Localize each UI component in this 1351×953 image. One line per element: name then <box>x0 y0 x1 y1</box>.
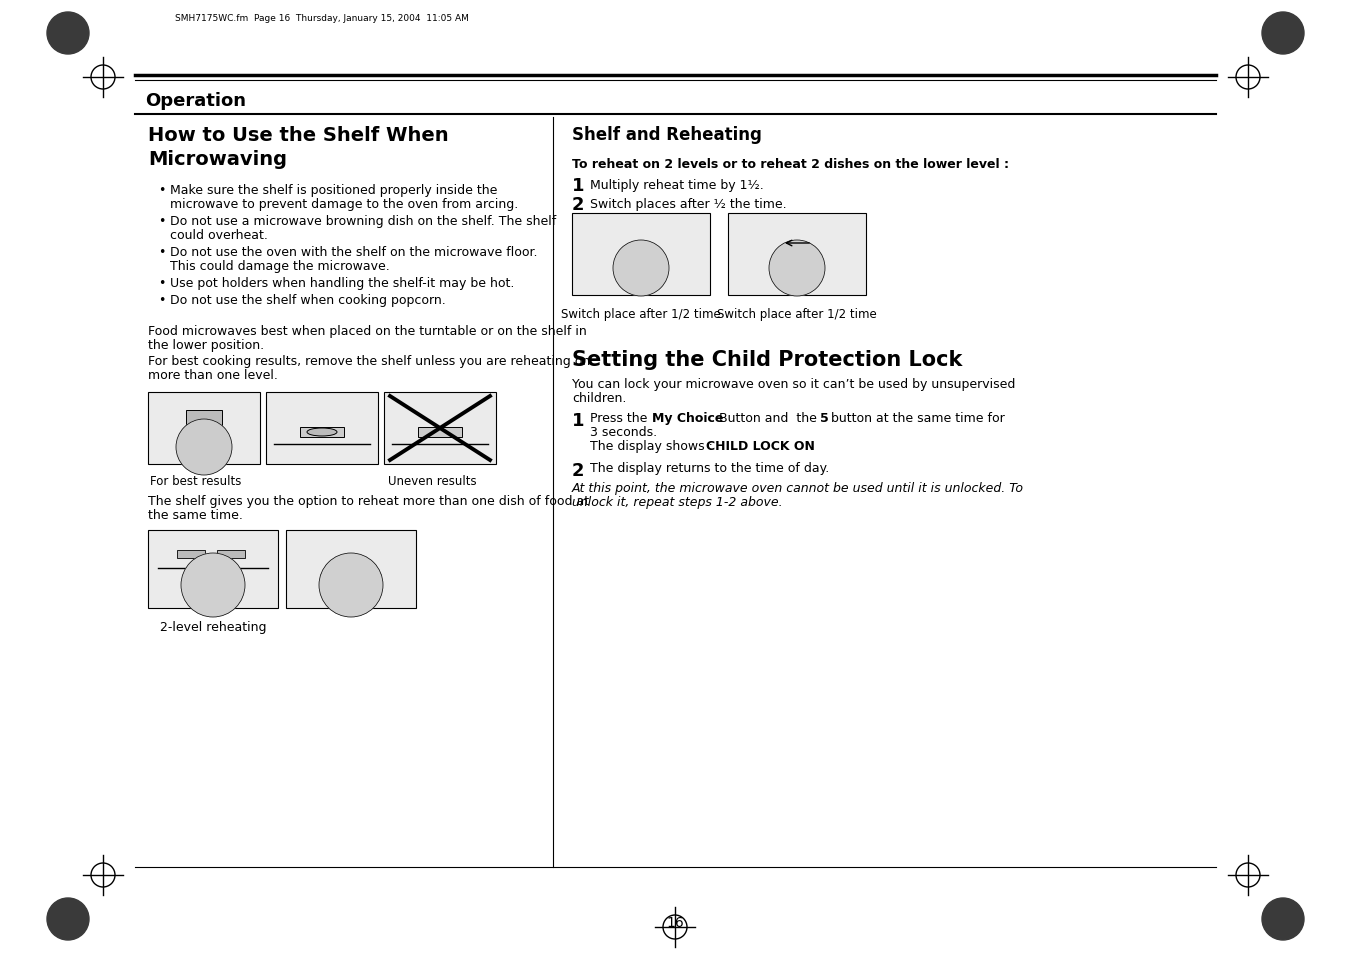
Text: •: • <box>158 294 165 307</box>
Text: Button and  the: Button and the <box>715 412 821 424</box>
Text: Multiply reheat time by 1½.: Multiply reheat time by 1½. <box>590 179 763 192</box>
Text: •: • <box>158 214 165 228</box>
Text: unlock it, repeat steps 1-2 above.: unlock it, repeat steps 1-2 above. <box>571 496 782 509</box>
Text: This could damage the microwave.: This could damage the microwave. <box>170 260 389 273</box>
Text: How to Use the Shelf When: How to Use the Shelf When <box>149 126 449 145</box>
Text: 2: 2 <box>571 195 585 213</box>
Text: 2-level reheating: 2-level reheating <box>159 620 266 634</box>
Text: Do not use the oven with the shelf on the microwave floor.: Do not use the oven with the shelf on th… <box>170 246 538 258</box>
Text: To reheat on 2 levels or to reheat 2 dishes on the lower level :: To reheat on 2 levels or to reheat 2 dis… <box>571 158 1009 171</box>
Text: Food microwaves best when placed on the turntable or on the shelf in: Food microwaves best when placed on the … <box>149 325 586 337</box>
FancyBboxPatch shape <box>266 393 378 464</box>
FancyBboxPatch shape <box>300 428 345 437</box>
Text: 1: 1 <box>571 412 585 430</box>
Text: Uneven results: Uneven results <box>388 475 477 488</box>
Text: The display shows :: The display shows : <box>590 439 717 453</box>
Text: Operation: Operation <box>145 91 246 110</box>
Text: microwave to prevent damage to the oven from arcing.: microwave to prevent damage to the oven … <box>170 198 519 211</box>
FancyBboxPatch shape <box>728 213 866 295</box>
Circle shape <box>181 554 245 618</box>
Text: Do not use the shelf when cooking popcorn.: Do not use the shelf when cooking popcor… <box>170 294 446 307</box>
Text: more than one level.: more than one level. <box>149 369 278 381</box>
FancyBboxPatch shape <box>218 551 245 558</box>
Ellipse shape <box>307 429 336 436</box>
Text: the same time.: the same time. <box>149 509 243 521</box>
Circle shape <box>769 241 825 296</box>
Text: Do not use a microwave browning dish on the shelf. The shelf: Do not use a microwave browning dish on … <box>170 214 557 228</box>
Text: 3 seconds.: 3 seconds. <box>590 426 657 438</box>
Text: Use pot holders when handling the shelf-it may be hot.: Use pot holders when handling the shelf-… <box>170 276 515 290</box>
Text: •: • <box>158 184 165 196</box>
Text: At this point, the microwave oven cannot be used until it is unlocked. To: At this point, the microwave oven cannot… <box>571 481 1024 495</box>
Text: •: • <box>158 246 165 258</box>
FancyBboxPatch shape <box>384 393 496 464</box>
Text: Shelf and Reheating: Shelf and Reheating <box>571 126 762 144</box>
Ellipse shape <box>620 254 662 269</box>
Text: Microwaving: Microwaving <box>149 150 286 169</box>
Text: The shelf gives you the option to reheat more than one dish of food at: The shelf gives you the option to reheat… <box>149 495 589 507</box>
Text: 5: 5 <box>820 412 830 424</box>
Text: 16: 16 <box>666 915 684 929</box>
Text: could overheat.: could overheat. <box>170 229 267 242</box>
Text: the lower position.: the lower position. <box>149 338 265 352</box>
FancyBboxPatch shape <box>286 531 416 608</box>
Text: Switch places after ½ the time.: Switch places after ½ the time. <box>590 198 786 211</box>
Ellipse shape <box>326 561 376 572</box>
Text: Switch place after 1/2 time: Switch place after 1/2 time <box>561 308 721 320</box>
Ellipse shape <box>775 254 817 269</box>
FancyBboxPatch shape <box>417 428 462 437</box>
FancyBboxPatch shape <box>571 213 711 295</box>
FancyBboxPatch shape <box>149 393 259 464</box>
Text: For best results: For best results <box>150 475 242 488</box>
Text: .: . <box>797 439 801 453</box>
Text: SMH7175WC.fm  Page 16  Thursday, January 15, 2004  11:05 AM: SMH7175WC.fm Page 16 Thursday, January 1… <box>176 14 469 23</box>
Circle shape <box>1262 13 1304 55</box>
Text: CHILD LOCK ON: CHILD LOCK ON <box>707 439 815 453</box>
Circle shape <box>47 898 89 940</box>
FancyBboxPatch shape <box>177 551 205 558</box>
Text: Press the: Press the <box>590 412 651 424</box>
Text: You can lock your microwave oven so it can’t be used by unsupervised: You can lock your microwave oven so it c… <box>571 377 1016 391</box>
Text: Switch place after 1/2 time: Switch place after 1/2 time <box>717 308 877 320</box>
Circle shape <box>319 554 382 618</box>
FancyBboxPatch shape <box>149 531 278 608</box>
Text: My Choice: My Choice <box>653 412 723 424</box>
Ellipse shape <box>322 568 381 582</box>
Text: 1: 1 <box>571 177 585 194</box>
Circle shape <box>613 241 669 296</box>
Circle shape <box>1262 898 1304 940</box>
Text: button at the same time for: button at the same time for <box>827 412 1005 424</box>
Circle shape <box>47 13 89 55</box>
Text: children.: children. <box>571 392 627 405</box>
Text: The display returns to the time of day.: The display returns to the time of day. <box>590 461 830 475</box>
Text: •: • <box>158 276 165 290</box>
Text: 2: 2 <box>571 461 585 479</box>
Text: Make sure the shelf is positioned properly inside the: Make sure the shelf is positioned proper… <box>170 184 497 196</box>
Text: Setting the Child Protection Lock: Setting the Child Protection Lock <box>571 350 962 370</box>
Text: For best cooking results, remove the shelf unless you are reheating on: For best cooking results, remove the she… <box>149 355 590 368</box>
FancyBboxPatch shape <box>186 411 222 431</box>
Circle shape <box>176 419 232 476</box>
